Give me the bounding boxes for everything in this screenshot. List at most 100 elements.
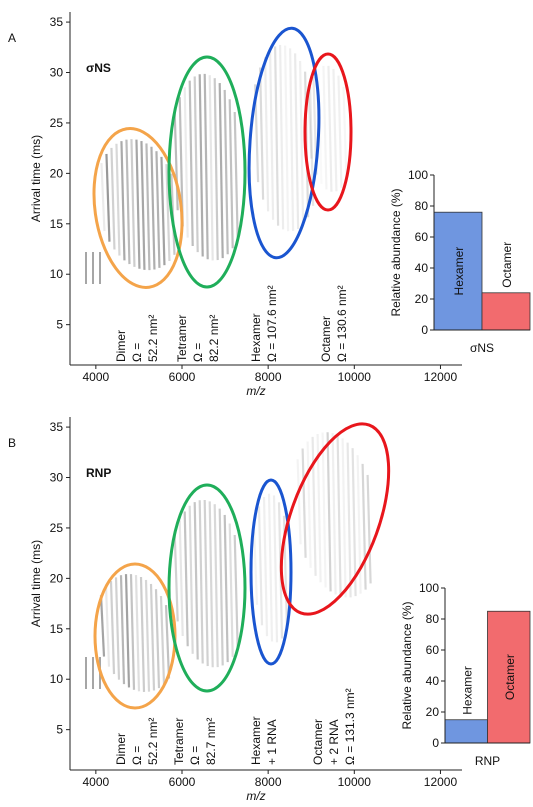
panel-label: B [8, 436, 16, 450]
signal-streak [327, 65, 333, 192]
signal-streak [213, 504, 219, 668]
y-tick-label: 0 [432, 736, 439, 750]
panel-title: RNP [86, 466, 111, 480]
bar-category-label: Hexamer [452, 247, 466, 296]
y-axis-label: Arrival time (ms) [29, 540, 43, 627]
signal-streak [120, 141, 126, 261]
y-tick-label: 100 [419, 581, 439, 595]
x-tick-label: 6000 [169, 775, 196, 789]
signal-streak [326, 432, 332, 592]
species-ellipse [279, 422, 391, 616]
y-tick-label: 20 [426, 705, 440, 719]
signal-streak [110, 147, 116, 250]
signal-streak [159, 595, 166, 685]
y-tick-label: 60 [415, 230, 429, 244]
species-ellipse [249, 478, 293, 666]
signal-streak [173, 533, 179, 622]
species-label: Ω = 107.6 nm² [265, 285, 279, 362]
bar [487, 610, 531, 744]
species-ellipse [247, 26, 321, 260]
signal-streak [208, 501, 214, 668]
signal-streak [105, 153, 111, 242]
y-tick-label: 25 [50, 521, 64, 535]
signal-streak [188, 80, 194, 247]
signal-streak [173, 112, 179, 211]
y-axis-label: Relative abundance (%) [389, 188, 403, 316]
y-tick-label: 25 [50, 116, 64, 130]
y-tick-label: 10 [50, 672, 64, 686]
signal-streak [252, 526, 259, 605]
signal-streak [155, 151, 161, 268]
signal-streak [183, 511, 189, 647]
signal-streak [262, 496, 269, 637]
signal-streak [115, 143, 121, 256]
y-tick-label: 15 [50, 217, 64, 231]
species-ellipse [303, 52, 353, 212]
species-label: Ω = [130, 746, 144, 765]
signal-streak [154, 589, 161, 689]
signal-streak [130, 139, 136, 267]
signal-streak [366, 474, 372, 584]
x-axis-label: m/z [246, 789, 265, 803]
signal-streak [346, 442, 352, 598]
y-tick-label: 10 [50, 267, 64, 281]
signal-streak [228, 523, 234, 657]
signal-streak [321, 432, 327, 588]
signal-streak [299, 60, 305, 225]
y-tick-label: 5 [56, 723, 63, 737]
bar-category-label: Hexamer [460, 666, 474, 715]
x-tick-label: 8000 [255, 370, 282, 384]
signal-streak [307, 92, 313, 159]
signal-streak [259, 67, 265, 200]
signal-streak [337, 75, 343, 188]
signal-streak [361, 463, 367, 590]
species-label: 82.2 nm² [207, 315, 221, 362]
signal-streak [341, 438, 347, 598]
signal-streak [208, 75, 214, 261]
signal-streak [294, 53, 300, 229]
x-tick-label: 12000 [424, 370, 458, 384]
y-axis-label: Relative abundance (%) [400, 601, 414, 729]
species-ellipse [167, 55, 247, 289]
species-label: Ω = 130.6 nm² [335, 285, 349, 362]
species-label: Ω = 131.3 nm² [343, 688, 357, 765]
signal-streak [124, 574, 131, 688]
x-axis-label: m/z [246, 384, 265, 398]
y-tick-label: 35 [50, 15, 64, 29]
signal-streak [109, 581, 116, 675]
species-label: Hexamer [249, 313, 263, 362]
signal-streak [272, 495, 279, 643]
y-tick-label: 0 [421, 323, 428, 337]
signal-streak [213, 78, 219, 261]
species-label: Octamer [319, 316, 333, 362]
species-ellipse [167, 483, 247, 693]
signal-streak [203, 73, 209, 260]
signal-streak [150, 146, 156, 270]
species-label: 82.7 nm² [204, 718, 218, 765]
signal-streak [264, 56, 270, 212]
signal-streak [134, 575, 141, 692]
bar-category-label: Octamer [500, 242, 514, 288]
signal-streak [144, 579, 151, 692]
y-tick-label: 80 [415, 199, 429, 213]
y-tick-label: 60 [426, 643, 440, 657]
species-label: 52.2 nm² [146, 315, 160, 362]
signal-streak [119, 575, 126, 685]
x-tick-label: 12000 [424, 775, 458, 789]
signal-streak [164, 605, 171, 679]
signal-streak [228, 99, 234, 249]
species-ellipse [93, 562, 177, 710]
signal-streak [160, 156, 166, 266]
signal-streak [149, 583, 156, 691]
signal-streak [267, 493, 274, 642]
signal-streak [125, 139, 131, 265]
signal-streak [193, 76, 199, 253]
species-label: + 1 RNA [265, 719, 279, 765]
signal-streak [198, 500, 204, 664]
signal-streak [139, 576, 146, 692]
y-axis-label: Arrival time (ms) [29, 135, 43, 222]
panel-label: A [8, 31, 16, 45]
signal-streak [233, 111, 239, 240]
